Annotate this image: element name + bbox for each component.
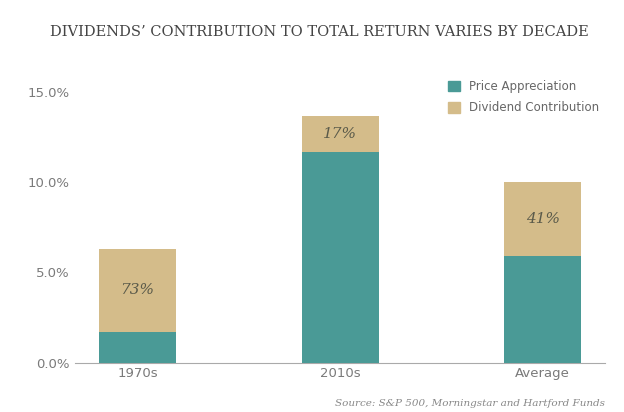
Bar: [504, 182, 581, 256]
Bar: [301, 152, 379, 363]
Bar: [504, 256, 581, 363]
Bar: [99, 332, 176, 363]
Text: DIVIDENDS’ CONTRIBUTION TO TOTAL RETURN VARIES BY DECADE: DIVIDENDS’ CONTRIBUTION TO TOTAL RETURN …: [50, 25, 588, 39]
Bar: [99, 249, 176, 332]
Text: 41%: 41%: [525, 212, 560, 226]
Legend: Price Appreciation, Dividend Contribution: Price Appreciation, Dividend Contributio…: [448, 80, 600, 114]
Text: 73%: 73%: [120, 283, 155, 297]
Text: 17%: 17%: [323, 127, 357, 141]
Bar: [301, 116, 379, 152]
Text: Source: S&P 500, Morningstar and Hartford Funds: Source: S&P 500, Morningstar and Hartfor…: [335, 399, 605, 408]
